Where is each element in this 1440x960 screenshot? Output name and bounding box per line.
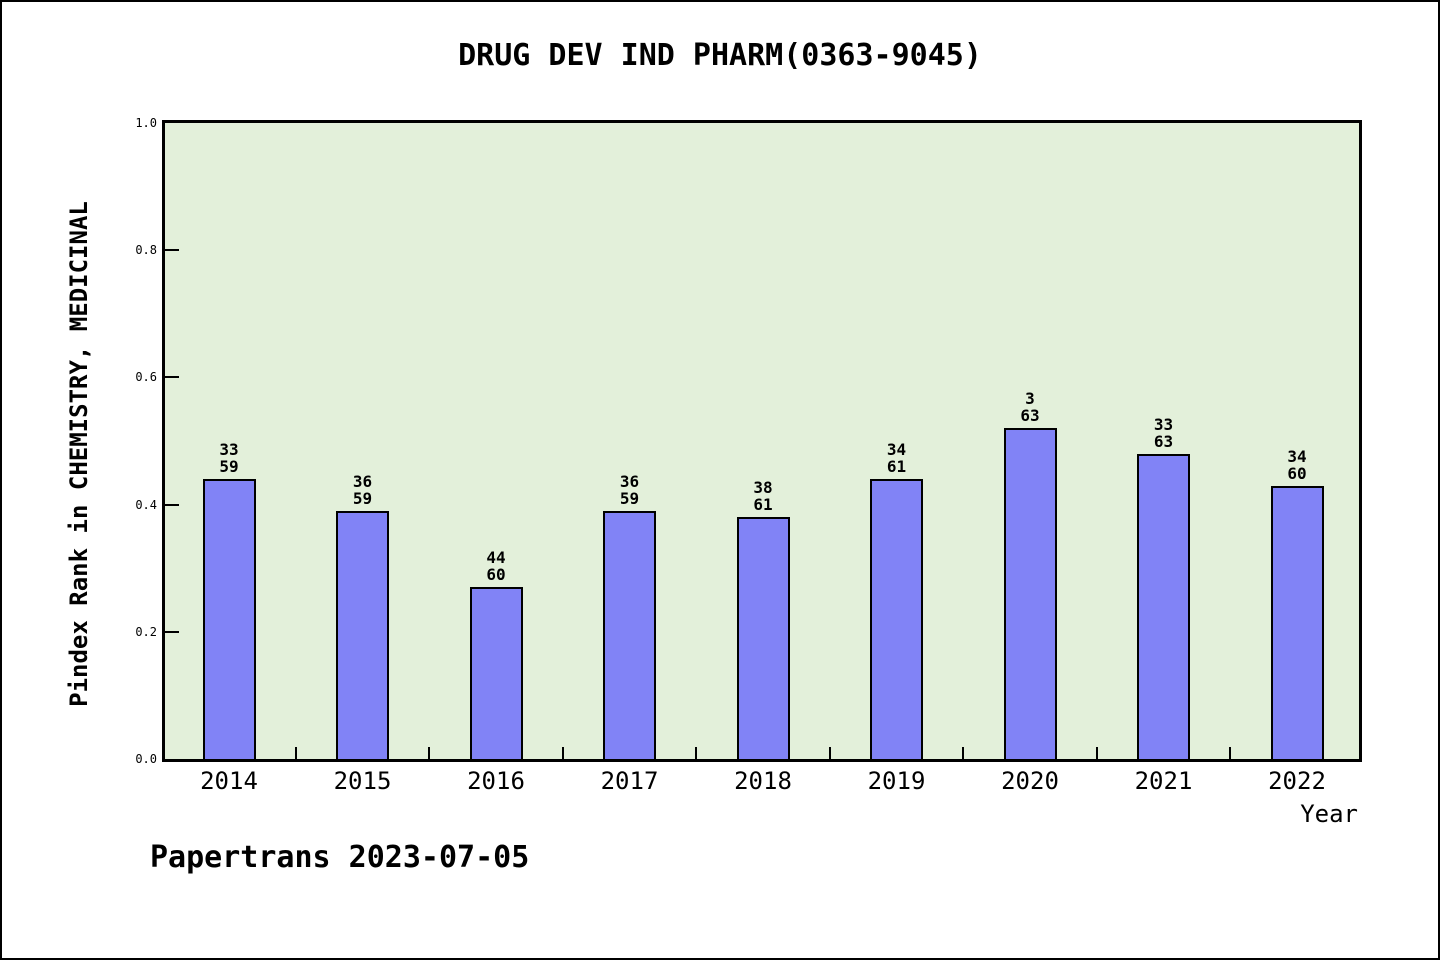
bar-2018 (736, 517, 790, 759)
x-tick-label-2016: 2016 (467, 767, 525, 795)
bar-value-line: 60 (1287, 464, 1307, 483)
bar-value-line: 33 (219, 440, 239, 459)
x-tick-label-2022: 2022 (1268, 767, 1326, 795)
x-tick-label-2021: 2021 (1134, 767, 1193, 795)
y-tick-label-1.0: 1.0 (135, 116, 157, 130)
bar-2020 (1003, 428, 1057, 759)
bar-value-line: 36 (619, 472, 640, 491)
bar-value-line: 61 (886, 457, 907, 476)
y-tick-label-0.2: 0.2 (135, 624, 157, 639)
bar-2017 (603, 511, 656, 759)
x-minor-tick (294, 747, 297, 759)
bar-value-line: 3 (1025, 389, 1035, 408)
bar-2022 (1270, 486, 1324, 759)
bar-value-label: 33 63 (1104, 416, 1224, 450)
bar-value-line: 61 (753, 495, 773, 514)
x-minor-tick (695, 747, 698, 759)
y-tick-label-0.6: 0.6 (135, 370, 157, 385)
y-axis-label: Pindex Rank in CHEMISTRY, MEDICINAL (65, 201, 93, 707)
chart-title: DRUG DEV IND PHARM(0363-9045) (458, 38, 982, 73)
x-minor-tick (428, 747, 431, 759)
watermark-text: Papertrans 2023-07-05 (150, 840, 530, 875)
bar-value-line: 63 (1020, 406, 1040, 425)
x-tick-label-2019: 2019 (867, 767, 926, 795)
bar-value-line: 63 (1153, 432, 1174, 451)
x-minor-tick (962, 747, 965, 759)
x-tick-label-2018: 2018 (734, 767, 792, 795)
bar-2014 (202, 479, 256, 759)
y-tick-mark (165, 503, 179, 506)
bar-value-line: 33 (1153, 415, 1174, 434)
bar-2016 (469, 587, 523, 759)
bar-2021 (1137, 454, 1190, 759)
bar-2019 (870, 479, 923, 759)
x-minor-tick (1095, 747, 1098, 759)
bar-value-label: 3 63 (970, 390, 1090, 424)
bar-value-line: 34 (886, 440, 907, 459)
x-tick-label-2015: 2015 (333, 767, 392, 795)
bar-value-line: 59 (619, 489, 640, 508)
plot-area: 33 59 36 59 44 60 36 59 38 61 34 61 3 63 33 63 34 60 (162, 120, 1362, 762)
bar-value-label: 38 61 (703, 479, 823, 513)
bar-value-label: 44 60 (436, 549, 556, 583)
bar-value-label: 36 59 (570, 473, 690, 507)
x-tick-label-2017: 2017 (600, 767, 659, 795)
bar-value-label: 33 59 (169, 441, 289, 475)
x-tick-label-2020: 2020 (1001, 767, 1059, 795)
bar-value-line: 60 (486, 565, 506, 584)
bar-value-line: 36 (352, 472, 373, 491)
bar-value-label: 36 59 (303, 473, 423, 507)
x-minor-tick (1229, 747, 1232, 759)
bar-value-line: 59 (352, 489, 373, 508)
x-minor-tick (828, 747, 831, 759)
bar-value-line: 34 (1287, 447, 1307, 466)
y-tick-label-0.0: 0.0 (135, 752, 157, 766)
y-tick-mark (165, 249, 179, 252)
bar-2015 (336, 511, 389, 759)
y-tick-mark (165, 376, 179, 379)
bar-value-label: 34 61 (837, 441, 957, 475)
bar-value-line: 59 (219, 457, 239, 476)
bar-value-line: 44 (486, 548, 506, 567)
y-tick-label-0.8: 0.8 (135, 243, 157, 258)
y-tick-mark (165, 630, 179, 633)
x-axis-label: Year (1300, 800, 1358, 828)
bar-value-line: 38 (753, 478, 773, 497)
bar-value-label: 34 60 (1237, 448, 1357, 482)
x-minor-tick (561, 747, 564, 759)
y-tick-label-0.4: 0.4 (135, 497, 157, 512)
x-tick-label-2014: 2014 (200, 767, 258, 795)
